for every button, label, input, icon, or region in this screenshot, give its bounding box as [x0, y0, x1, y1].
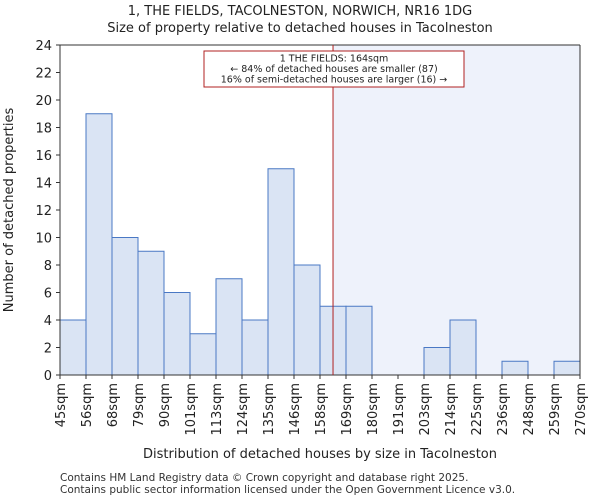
bar-146sqm: [293, 264, 321, 376]
bar-101sqm: [189, 333, 217, 376]
x-tick-label: 225sqm: [470, 383, 485, 436]
x-tick-label: 158sqm: [314, 383, 329, 436]
bar-203sqm: [423, 347, 451, 376]
x-tick-label: 169sqm: [340, 383, 355, 436]
chart-title: 1, THE FIELDS, TACOLNESTON, NORWICH, NR1…: [128, 4, 472, 19]
x-tick-label: 191sqm: [392, 383, 407, 436]
y-tick-label: 6: [44, 287, 52, 302]
annotation-line-1: 1 THE FIELDS: 164sqm: [280, 54, 389, 65]
x-tick-label: 214sqm: [444, 383, 459, 436]
y-tick-label: 22: [35, 67, 52, 82]
x-axis-label: Distribution of detached houses by size …: [143, 447, 497, 462]
y-tick-label: 0: [44, 369, 52, 384]
bar-45sqm: [59, 319, 87, 376]
bar-169sqm: [345, 305, 373, 376]
y-tick-label: 16: [35, 149, 52, 164]
footer-line-1: Contains HM Land Registry data © Crown c…: [60, 472, 469, 484]
y-tick-label: 4: [44, 314, 52, 329]
y-tick-label: 2: [44, 342, 52, 357]
annotation-line-2: ← 84% of detached houses are smaller (87…: [230, 64, 437, 75]
chart-subtitle: Size of property relative to detached ho…: [107, 21, 493, 36]
y-axis-label: Number of detached properties: [2, 108, 17, 313]
bar-214sqm: [449, 319, 477, 376]
y-tick-label: 10: [35, 232, 52, 247]
annotation-box: [203, 50, 465, 88]
bar-68sqm: [111, 237, 139, 376]
annotation-line-3: 16% of semi-detached houses are larger (…: [221, 75, 448, 86]
x-tick-label: 68sqm: [106, 383, 121, 427]
y-tick-label: 14: [35, 177, 52, 192]
y-tick-label: 18: [35, 122, 52, 137]
x-tick-label: 135sqm: [262, 383, 277, 436]
bar-259sqm: [553, 360, 581, 376]
bar-124sqm: [241, 319, 269, 376]
bar-236sqm: [501, 360, 529, 376]
bar-113sqm: [215, 278, 243, 376]
y-tick-label: 12: [35, 204, 52, 219]
x-tick-label: 270sqm: [574, 383, 589, 436]
x-tick-label: 248sqm: [522, 383, 537, 436]
x-tick-label: 124sqm: [236, 383, 251, 436]
y-tick-label: 20: [35, 94, 52, 109]
x-tick-label: 90sqm: [158, 383, 173, 427]
x-tick-label: 56sqm: [80, 383, 95, 427]
y-tick-label: 8: [44, 259, 52, 274]
x-tick-label: 45sqm: [54, 383, 69, 427]
y-tick-label: 24: [35, 39, 52, 54]
x-tick-label: 180sqm: [366, 383, 381, 436]
bar-56sqm: [85, 113, 113, 376]
x-tick-label: 203sqm: [418, 383, 433, 436]
bar-90sqm: [163, 292, 191, 376]
x-tick-label: 236sqm: [496, 383, 511, 436]
x-tick-label: 113sqm: [210, 383, 225, 436]
bar-79sqm: [137, 250, 165, 376]
footer-line-2: Contains public sector information licen…: [60, 484, 516, 496]
x-tick-label: 79sqm: [132, 383, 147, 427]
x-tick-label: 146sqm: [288, 383, 303, 436]
x-tick-label: 259sqm: [548, 383, 563, 436]
bar-135sqm: [267, 168, 295, 376]
x-tick-label: 101sqm: [184, 383, 199, 436]
